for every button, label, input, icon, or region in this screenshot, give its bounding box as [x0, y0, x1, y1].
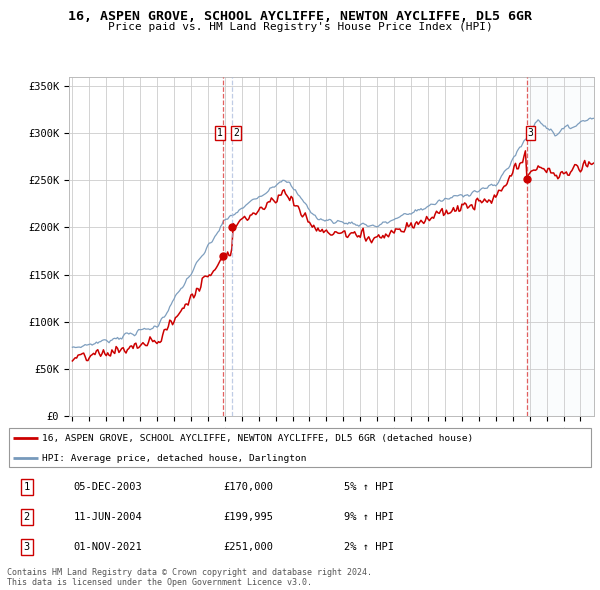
Text: 3: 3: [527, 128, 533, 138]
Text: 01-NOV-2021: 01-NOV-2021: [74, 542, 142, 552]
Text: 3: 3: [23, 542, 30, 552]
Text: 16, ASPEN GROVE, SCHOOL AYCLIFFE, NEWTON AYCLIFFE, DL5 6GR: 16, ASPEN GROVE, SCHOOL AYCLIFFE, NEWTON…: [68, 10, 532, 23]
Text: 05-DEC-2003: 05-DEC-2003: [74, 482, 142, 492]
Text: 1: 1: [217, 128, 223, 138]
Bar: [527, 77, 598, 416]
Text: £170,000: £170,000: [224, 482, 274, 492]
Text: 16, ASPEN GROVE, SCHOOL AYCLIFFE, NEWTON AYCLIFFE, DL5 6GR (detached house): 16, ASPEN GROVE, SCHOOL AYCLIFFE, NEWTON…: [43, 434, 474, 443]
Text: 11-JUN-2004: 11-JUN-2004: [74, 512, 142, 522]
Text: HPI: Average price, detached house, Darlington: HPI: Average price, detached house, Darl…: [43, 454, 307, 463]
Text: £251,000: £251,000: [224, 542, 274, 552]
Text: 2: 2: [23, 512, 30, 522]
Text: This data is licensed under the Open Government Licence v3.0.: This data is licensed under the Open Gov…: [7, 578, 312, 587]
FancyBboxPatch shape: [9, 428, 591, 467]
Text: 5% ↑ HPI: 5% ↑ HPI: [344, 482, 394, 492]
Text: Price paid vs. HM Land Registry's House Price Index (HPI): Price paid vs. HM Land Registry's House …: [107, 22, 493, 32]
Text: 2% ↑ HPI: 2% ↑ HPI: [344, 542, 394, 552]
Text: 1: 1: [23, 482, 30, 492]
Text: £199,995: £199,995: [224, 512, 274, 522]
Text: 2: 2: [233, 128, 239, 138]
Text: Contains HM Land Registry data © Crown copyright and database right 2024.: Contains HM Land Registry data © Crown c…: [7, 568, 372, 576]
Text: 9% ↑ HPI: 9% ↑ HPI: [344, 512, 394, 522]
